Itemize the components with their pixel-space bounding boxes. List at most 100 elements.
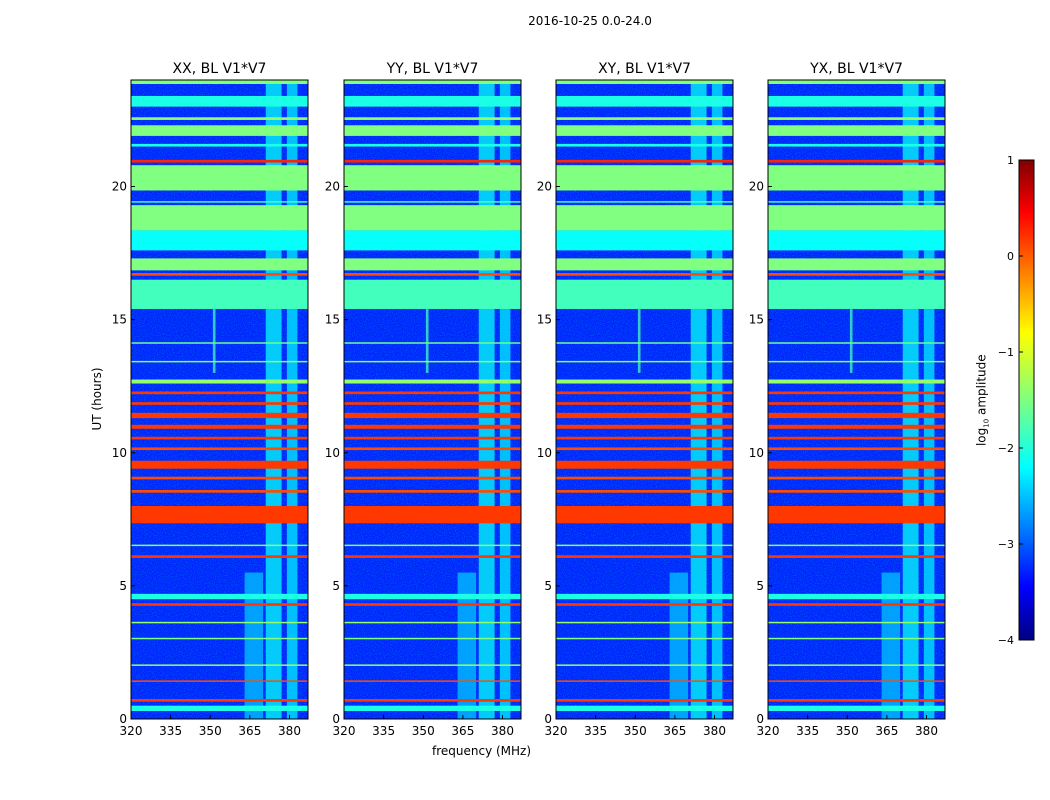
x-tick-label: 365: [875, 724, 898, 738]
panel-frame: [555, 79, 734, 720]
horizontal-band: [768, 621, 945, 624]
horizontal-band: [768, 544, 945, 547]
y-axis-label: UT (hours): [90, 367, 104, 431]
colorbar-tick-label: −1: [998, 346, 1014, 359]
horizontal-band: [556, 279, 733, 309]
horizontal-band: [131, 230, 308, 251]
horizontal-band: [556, 603, 733, 606]
y-tick-label: 20: [112, 180, 127, 194]
y-tick-label: 20: [537, 180, 552, 194]
horizontal-band: [344, 230, 521, 251]
horizontal-band: [556, 680, 733, 682]
horizontal-band: [131, 436, 308, 440]
horizontal-band: [556, 159, 733, 163]
horizontal-band: [131, 159, 308, 163]
horizontal-band: [556, 95, 733, 107]
panel-1: [343, 79, 522, 720]
horizontal-band: [768, 143, 945, 147]
x-tick-label: 320: [757, 724, 780, 738]
horizontal-band: [344, 391, 521, 395]
horizontal-band: [556, 391, 733, 395]
horizontal-band: [556, 506, 733, 524]
horizontal-band: [131, 95, 308, 107]
horizontal-band: [131, 360, 308, 363]
x-axis-label: frequency (MHz): [432, 744, 532, 758]
horizontal-band: [131, 379, 308, 384]
horizontal-band: [344, 424, 521, 429]
horizontal-band: [131, 460, 308, 469]
horizontal-band: [556, 125, 733, 136]
horizontal-band: [768, 165, 945, 191]
horizontal-band: [768, 95, 945, 107]
y-tick-label: 5: [544, 579, 552, 593]
horizontal-band: [131, 680, 308, 682]
horizontal-band: [131, 476, 308, 480]
horizontal-band: [344, 95, 521, 107]
horizontal-band: [344, 117, 521, 120]
horizontal-band: [131, 699, 308, 702]
horizontal-band: [131, 544, 308, 547]
horizontal-band: [768, 664, 945, 666]
x-tick-label: 380: [491, 724, 514, 738]
panel-frame: [343, 79, 522, 720]
horizontal-band: [556, 476, 733, 480]
horizontal-band: [344, 379, 521, 384]
horizontal-band: [131, 447, 308, 451]
horizontal-band: [344, 555, 521, 558]
horizontal-band: [344, 143, 521, 147]
horizontal-band: [344, 544, 521, 547]
colorbar-tick-label: −3: [998, 538, 1014, 551]
horizontal-band: [344, 476, 521, 480]
horizontal-band: [344, 664, 521, 666]
horizontal-band: [344, 258, 521, 271]
vertical-band: [849, 306, 853, 373]
x-tick-label: 320: [333, 724, 356, 738]
horizontal-band: [768, 201, 945, 203]
horizontal-band: [768, 80, 945, 84]
horizontal-band: [768, 705, 945, 712]
horizontal-band: [131, 424, 308, 429]
x-tick-label: 380: [703, 724, 726, 738]
horizontal-band: [768, 273, 945, 276]
horizontal-band: [556, 273, 733, 276]
y-tick-label: 20: [325, 180, 340, 194]
horizontal-band: [556, 447, 733, 451]
panel-title: YY, BL V1*V7: [386, 61, 479, 77]
panel-frame: [130, 79, 309, 720]
horizontal-band: [768, 447, 945, 451]
horizontal-band: [131, 117, 308, 120]
horizontal-band: [131, 273, 308, 276]
horizontal-band: [344, 621, 521, 624]
x-tick-label: 335: [159, 724, 182, 738]
panel-frame: [767, 79, 946, 720]
horizontal-band: [556, 379, 733, 384]
x-tick-label: 350: [624, 724, 647, 738]
vertical-band: [425, 306, 429, 373]
horizontal-band: [556, 460, 733, 469]
horizontal-band: [768, 490, 945, 493]
horizontal-band: [768, 506, 945, 524]
horizontal-band: [344, 460, 521, 469]
vertical-band: [881, 572, 901, 719]
horizontal-band: [556, 544, 733, 547]
horizontal-band: [344, 637, 521, 640]
horizontal-band: [768, 555, 945, 558]
horizontal-band: [556, 637, 733, 640]
horizontal-band: [556, 205, 733, 231]
horizontal-band: [556, 555, 733, 558]
y-tick-label: 0: [756, 712, 764, 726]
horizontal-band: [131, 555, 308, 558]
y-tick-label: 15: [749, 313, 764, 327]
horizontal-band: [768, 125, 945, 136]
y-tick-label: 0: [332, 712, 340, 726]
horizontal-band: [131, 593, 308, 600]
horizontal-band: [344, 80, 521, 84]
horizontal-band: [768, 436, 945, 440]
horizontal-band: [556, 342, 733, 344]
horizontal-band: [768, 460, 945, 469]
y-tick-label: 0: [119, 712, 127, 726]
horizontal-band: [556, 80, 733, 84]
colorbar-tick-label: −2: [998, 442, 1014, 455]
horizontal-band: [556, 705, 733, 712]
x-tick-label: 365: [451, 724, 474, 738]
